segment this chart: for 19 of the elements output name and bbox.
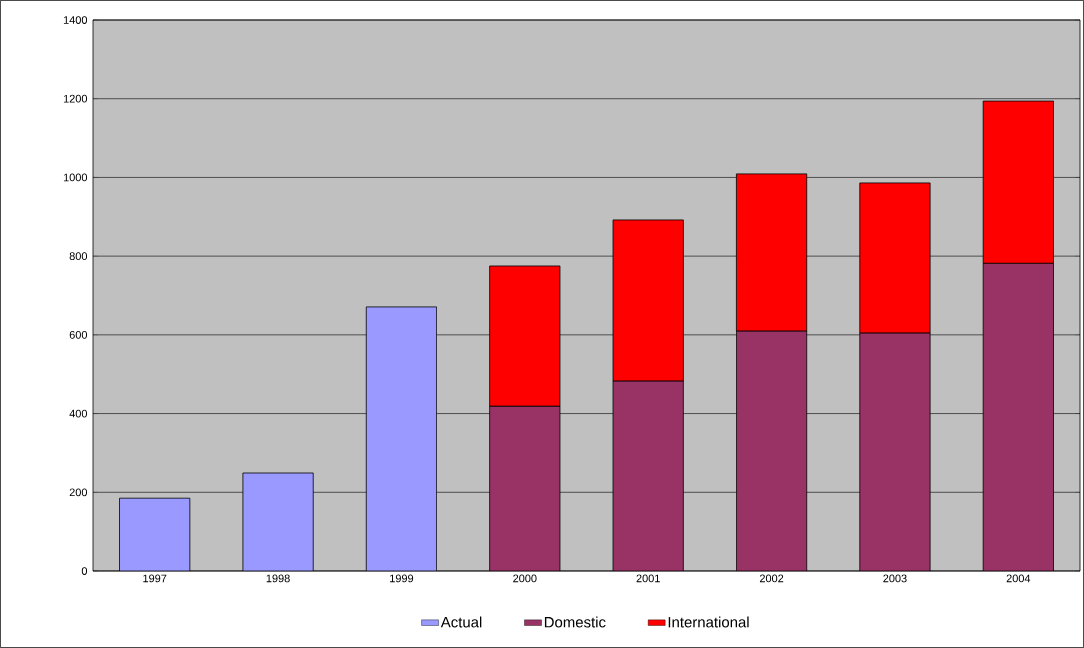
x-tick-label: 1998 bbox=[266, 574, 290, 583]
x-tick-label: 2002 bbox=[759, 574, 784, 583]
x-tick-label: 2000 bbox=[513, 574, 537, 583]
y-tick-label: 400 bbox=[69, 409, 88, 418]
x-tick-label: 2004 bbox=[1006, 574, 1031, 583]
y-tick-label: 1200 bbox=[63, 94, 88, 103]
y-tick-label: 1000 bbox=[63, 173, 88, 182]
legend-label: Actual bbox=[440, 616, 482, 628]
x-tick-label: 1999 bbox=[390, 574, 414, 583]
y-tick-label: 800 bbox=[69, 252, 88, 261]
x-tick-label: 2001 bbox=[636, 574, 660, 583]
y-tick-label: 1400 bbox=[63, 16, 88, 24]
y-tick-label: 0 bbox=[81, 567, 88, 575]
x-tick-label: 2003 bbox=[883, 574, 907, 583]
x-tick-label: 1997 bbox=[143, 574, 167, 583]
legend-label: International bbox=[668, 616, 749, 628]
y-tick-label: 600 bbox=[69, 330, 88, 339]
legend-label: Domestic bbox=[544, 616, 606, 628]
y-tick-label: 200 bbox=[69, 488, 88, 497]
